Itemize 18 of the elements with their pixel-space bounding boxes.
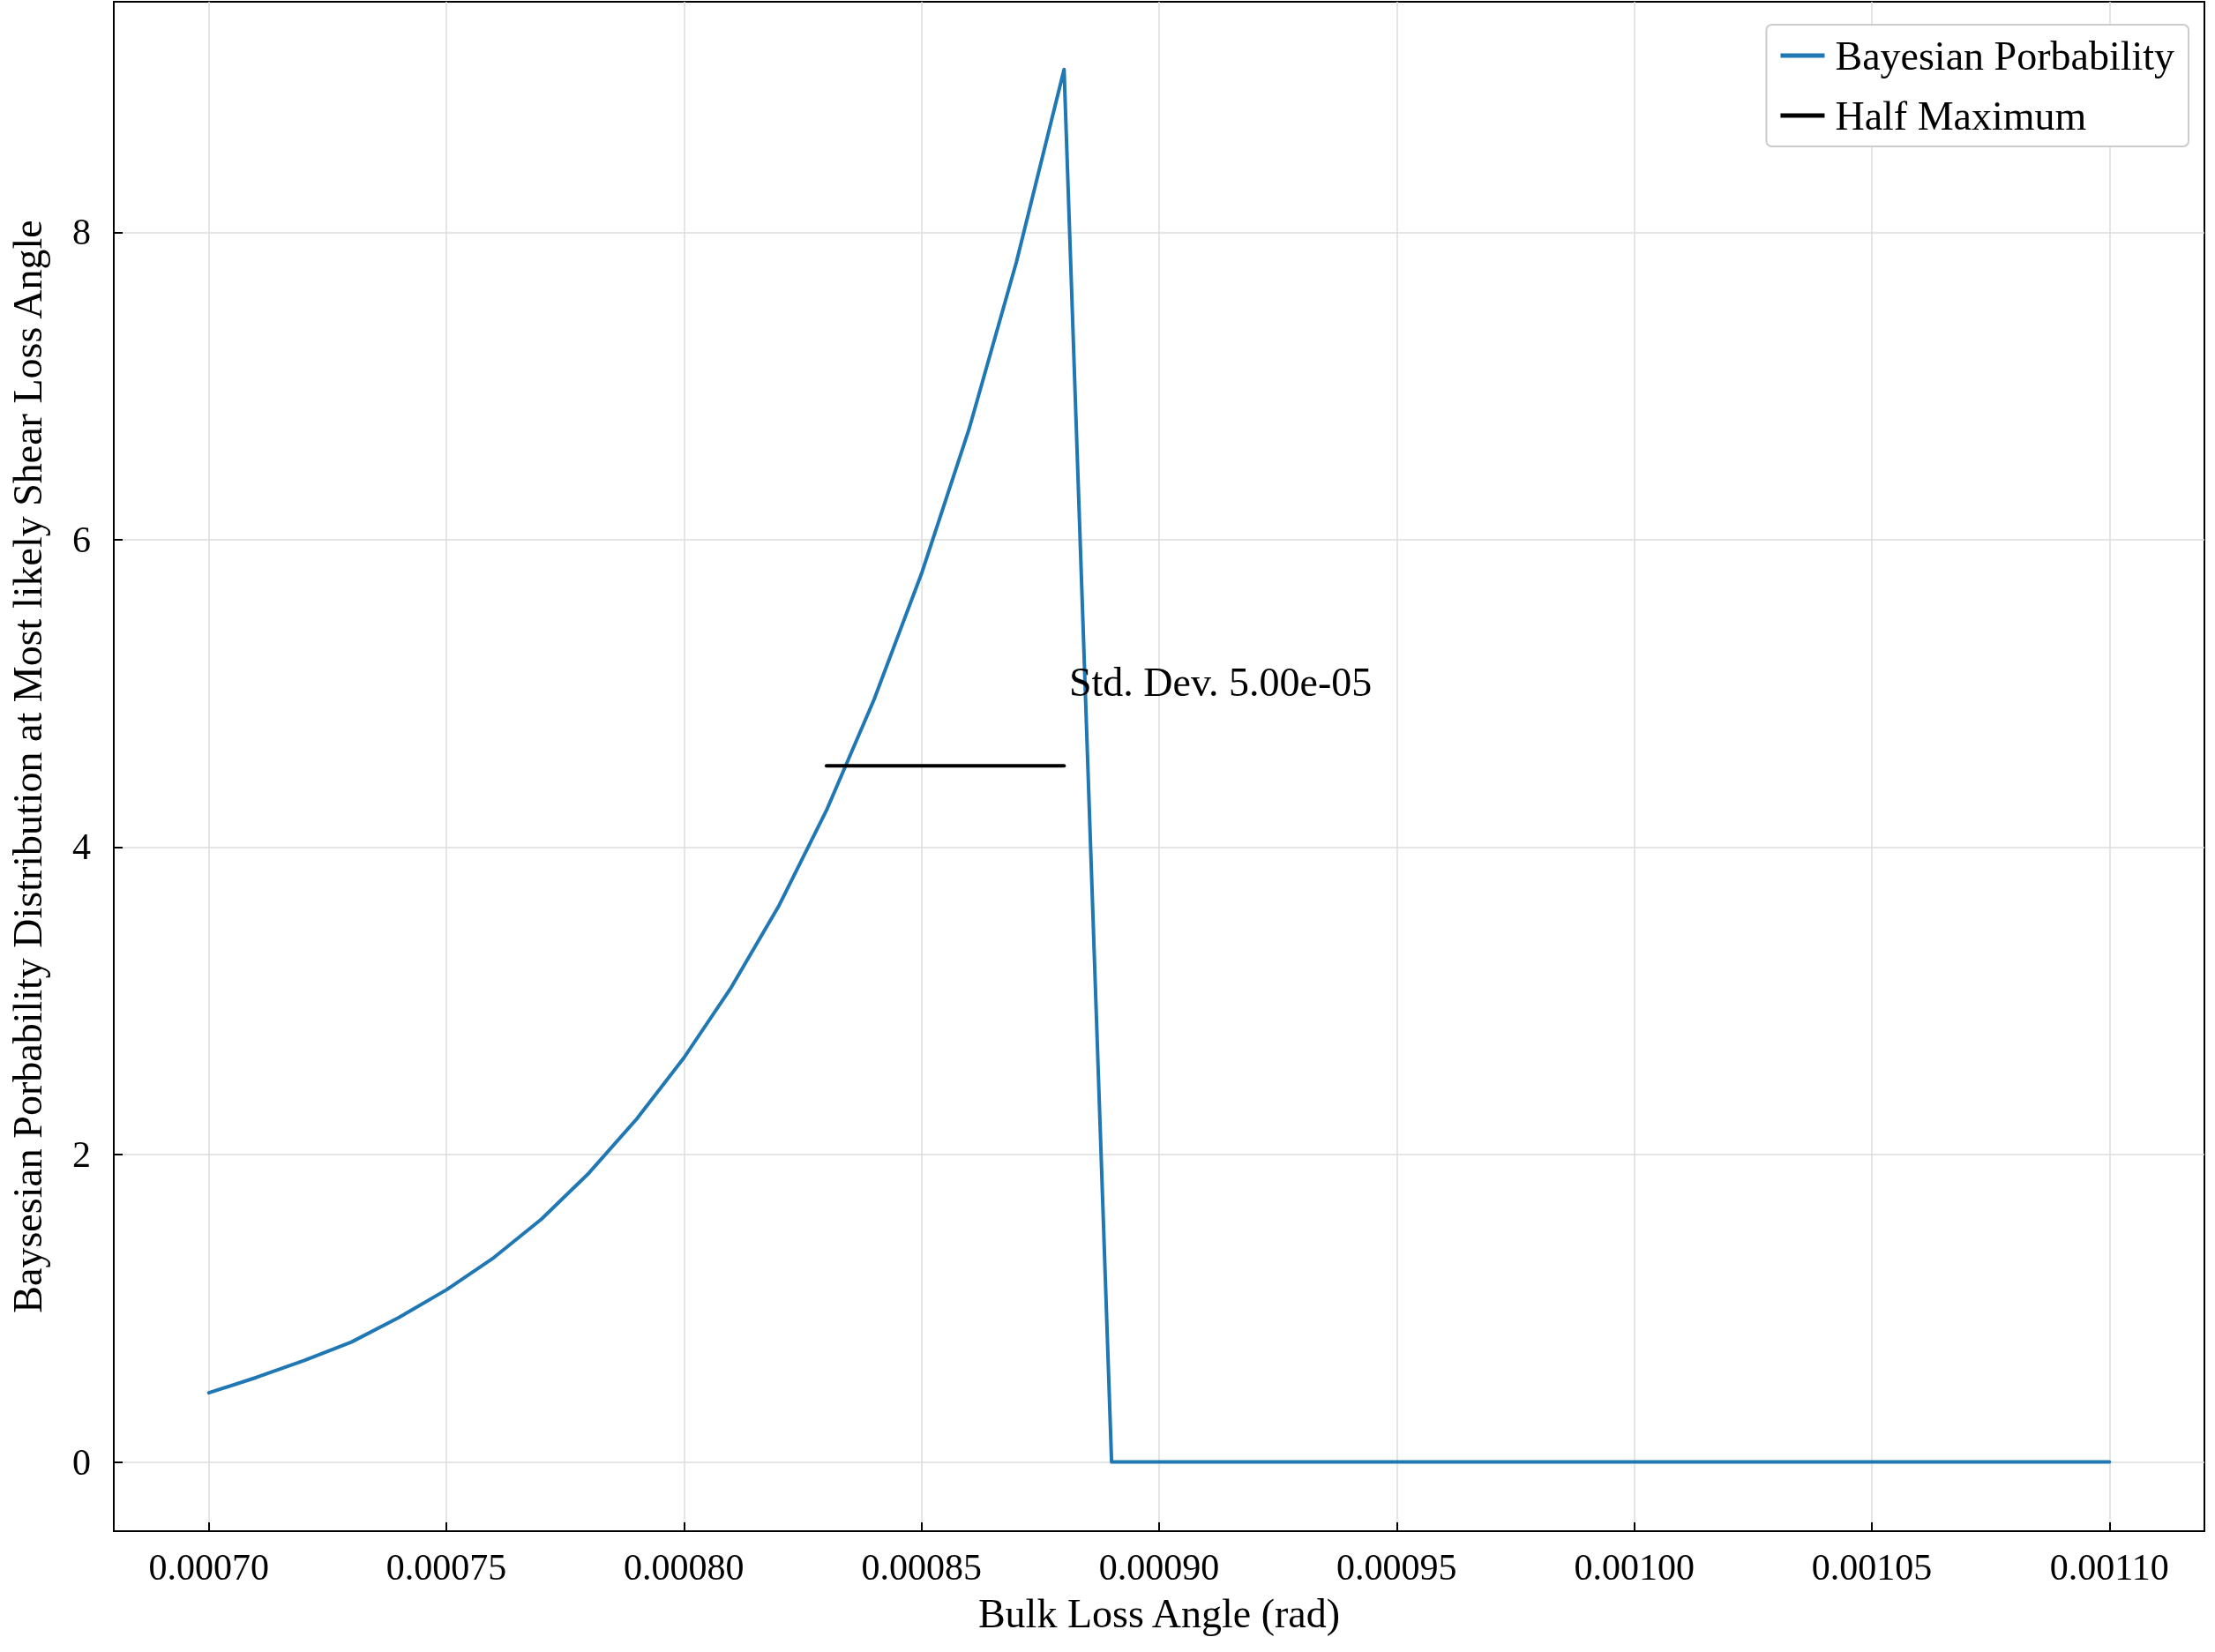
y-tick-label: 0 bbox=[72, 1441, 91, 1483]
y-tick-label: 6 bbox=[72, 519, 91, 560]
x-tick-label: 0.00100 bbox=[1574, 1547, 1695, 1588]
legend-label: Bayesian Porbability bbox=[1835, 33, 2175, 78]
y-tick-label: 8 bbox=[72, 212, 91, 253]
x-tick-label: 0.00080 bbox=[624, 1547, 745, 1588]
y-tick-label: 2 bbox=[72, 1134, 91, 1176]
x-tick-label: 0.00090 bbox=[1098, 1547, 1220, 1588]
x-tick-label: 0.00095 bbox=[1336, 1547, 1457, 1588]
x-axis-title: Bulk Loss Angle (rad) bbox=[977, 1590, 1341, 1636]
x-tick-label: 0.00105 bbox=[1811, 1547, 1933, 1588]
y-axis-title: Baysesian Porbability Distribution at Most likely Shear Loss Angle bbox=[4, 220, 50, 1313]
legend-label: Half Maximum bbox=[1835, 93, 2087, 138]
x-tick-label: 0.00070 bbox=[148, 1547, 269, 1588]
x-tick-label: 0.00085 bbox=[861, 1547, 982, 1588]
x-tick-label: 0.00110 bbox=[2049, 1547, 2169, 1588]
y-tick-label: 4 bbox=[72, 826, 91, 868]
x-tick-label: 0.00075 bbox=[385, 1547, 507, 1588]
